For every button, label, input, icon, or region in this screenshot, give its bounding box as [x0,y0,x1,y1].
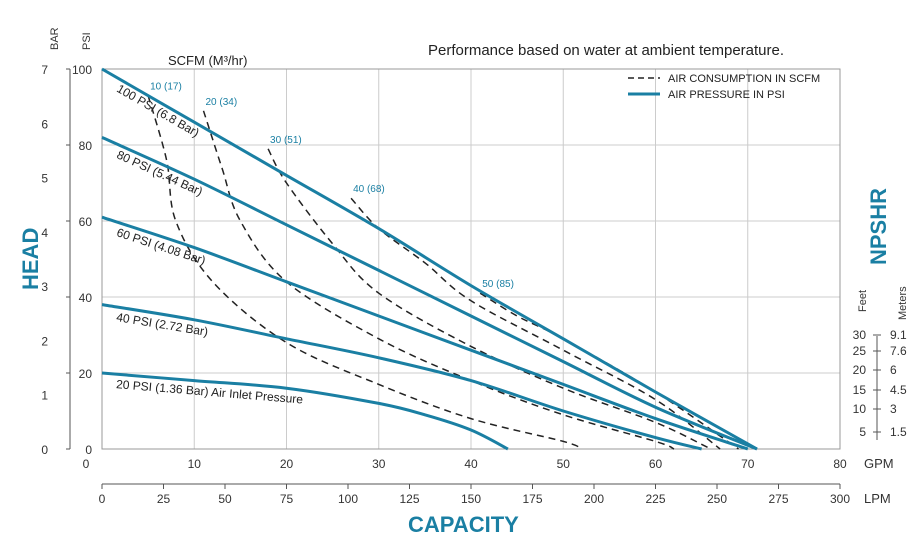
grid [101,68,841,450]
psi-tick-label-60: 60 [79,215,93,229]
npshr-feet-10: 10 [853,402,867,416]
plot-frame [101,68,841,450]
pressure-line-20-psi-1-36-bar-air-inlet-pressure [101,371,509,451]
npshr-scale: 30 25 20 15 10 5 9.1 7.6 6 4.5 3 1.5 [853,328,907,440]
lpm-tick-label-75: 75 [280,492,294,506]
lpm-tick-label-300: 300 [830,492,850,506]
bar-axis-unit: BAR [49,27,61,50]
air-label-20-34: 20 (34) [205,97,237,108]
npshr-meters-7-6: 7.6 [890,344,907,358]
bar-tick-label-5: 5 [41,172,48,186]
air-label-30-51: 30 (51) [270,135,302,146]
lpm-tick-label-200: 200 [584,492,604,506]
lpm-tick-label-50: 50 [218,492,232,506]
chart-subtitle: SCFM (M³/hr) [168,53,247,68]
pressure-label-80-psi-5-44-bar: 80 PSI (5.44 Bar) [115,148,205,199]
head-axis-title: HEAD [18,228,43,290]
gpm-tick-label-50: 50 [557,457,571,471]
gpm-tick-label-70: 70 [741,457,755,471]
lpm-tick-label-100: 100 [338,492,358,506]
psi-tick-label-0: 0 [85,443,92,457]
lpm-tick-label-150: 150 [461,492,481,506]
lpm-tick-label-275: 275 [768,492,788,506]
npshr-meters-3: 3 [890,402,897,416]
bar-tick-label-1: 1 [41,389,48,403]
npshr-feet-label: Feet [857,290,869,312]
npshr-meters-1-5: 1.5 [890,425,907,439]
pressure-line-80-psi-5-44-bar [101,136,758,451]
lpm-tick-label-0: 0 [99,492,106,506]
series [101,67,758,451]
npshr-feet-25: 25 [853,344,867,358]
lpm-tick-label-225: 225 [645,492,665,506]
psi-axis-unit: PSI [81,32,93,50]
gpm-tick-label-30: 30 [372,457,386,471]
air-line-30-51 [267,148,712,450]
npshr-meters-4-5: 4.5 [890,383,907,397]
bar-tick-label-7: 7 [41,63,48,77]
pressure-line-100-psi-6-8-bar [101,67,758,451]
psi-tick-label-20: 20 [79,367,93,381]
bar-tick-label-2: 2 [41,334,48,348]
air-label-40-68: 40 (68) [353,184,385,195]
npshr-feet-5: 5 [859,425,866,439]
npshr-feet-20: 20 [853,363,867,377]
gpm-tick-label-60: 60 [649,457,663,471]
legend-air-label: AIR CONSUMPTION IN SCFM [668,73,820,85]
psi-tick-label-80: 80 [79,139,93,153]
chart-title: Performance based on water at ambient te… [428,42,784,59]
psi-tick-label-100: 100 [72,63,92,77]
gpm-tick-label-20: 20 [280,457,294,471]
npshr-meters-6: 6 [890,363,897,377]
npshr-title: NPSHR [866,188,891,265]
air-line-10-17 [147,95,583,450]
gpm-tick-label-40: 40 [464,457,478,471]
gpm-tick-label-0: 0 [83,457,90,471]
gpm-tick-label-10: 10 [188,457,202,471]
pressure-line-40-psi-2-72-bar [101,303,702,451]
pressure-line-60-psi-4-08-bar [101,215,749,451]
legend: AIR CONSUMPTION IN SCFM AIR PRESSURE IN … [628,73,820,101]
npshr-feet-15: 15 [853,383,867,397]
gpm-tick-label-80: 80 [833,457,847,471]
npshr-meters-label: Meters [897,286,909,320]
lpm-tick-label-250: 250 [707,492,727,506]
lpm-unit-label: LPM [864,491,891,506]
psi-tick-label-40: 40 [79,291,93,305]
lpm-tick-label-175: 175 [522,492,542,506]
bar-tick-label-4: 4 [41,226,48,240]
npshr-meters-9-1: 9.1 [890,328,907,342]
air-line-40-68 [350,197,721,450]
bar-tick-label-0: 0 [41,443,48,457]
capacity-axis-title: CAPACITY [408,512,519,537]
lpm-tick-label-125: 125 [399,492,419,506]
gpm-unit-label: GPM [864,456,894,471]
legend-pressure-label: AIR PRESSURE IN PSI [668,89,785,101]
air-label-50-85: 50 (85) [482,279,514,290]
air-label-10-17: 10 (17) [150,82,182,93]
bar-tick-label-3: 3 [41,280,48,294]
npshr-feet-30: 30 [853,328,867,342]
bar-tick-label-6: 6 [41,117,48,131]
lpm-tick-label-25: 25 [157,492,171,506]
